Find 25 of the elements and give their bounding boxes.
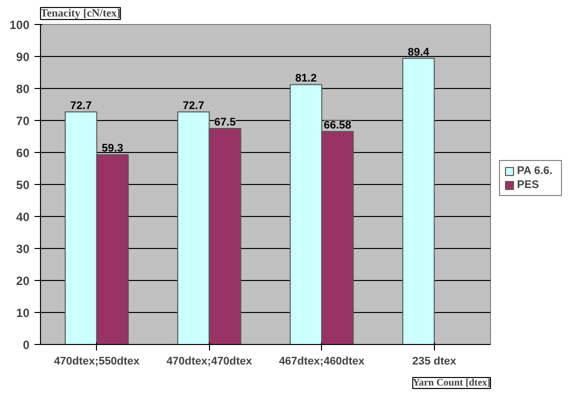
- y-tick-label: 10: [16, 306, 30, 320]
- data-label: 89.4: [408, 46, 430, 58]
- y-tick-label: 60: [16, 146, 30, 160]
- y-tick-label: 40: [16, 210, 30, 224]
- y-tick-label: 20: [16, 274, 30, 288]
- data-label: 72.7: [70, 100, 92, 112]
- y-tick-label: 90: [16, 50, 30, 64]
- x-tick-label: 470dtex;470dtex: [166, 356, 253, 368]
- data-label: 81.2: [295, 72, 317, 85]
- y-tick-label: 70: [16, 114, 30, 128]
- legend-label: PA 6.6.: [517, 164, 554, 176]
- x-tick-label: 235 dtex: [412, 356, 458, 368]
- x-tick-label: 467dtex;460dtex: [278, 356, 366, 368]
- y-tick-label: 50: [16, 178, 30, 192]
- data-label: 66.58: [324, 119, 352, 132]
- y-tick-label: 30: [16, 242, 30, 256]
- y-tick-label: 100: [9, 18, 30, 32]
- y-tick-label: 80: [16, 82, 30, 96]
- legend-label: PES: [517, 178, 540, 190]
- data-label: 67.5: [214, 116, 236, 128]
- data-label: 72.7: [182, 100, 204, 112]
- data-label: 59.3: [102, 142, 124, 155]
- x-tick-label: 470dtex;550dtex: [54, 356, 140, 368]
- bar: [402, 58, 435, 344]
- y-tick-label: 0: [22, 338, 30, 352]
